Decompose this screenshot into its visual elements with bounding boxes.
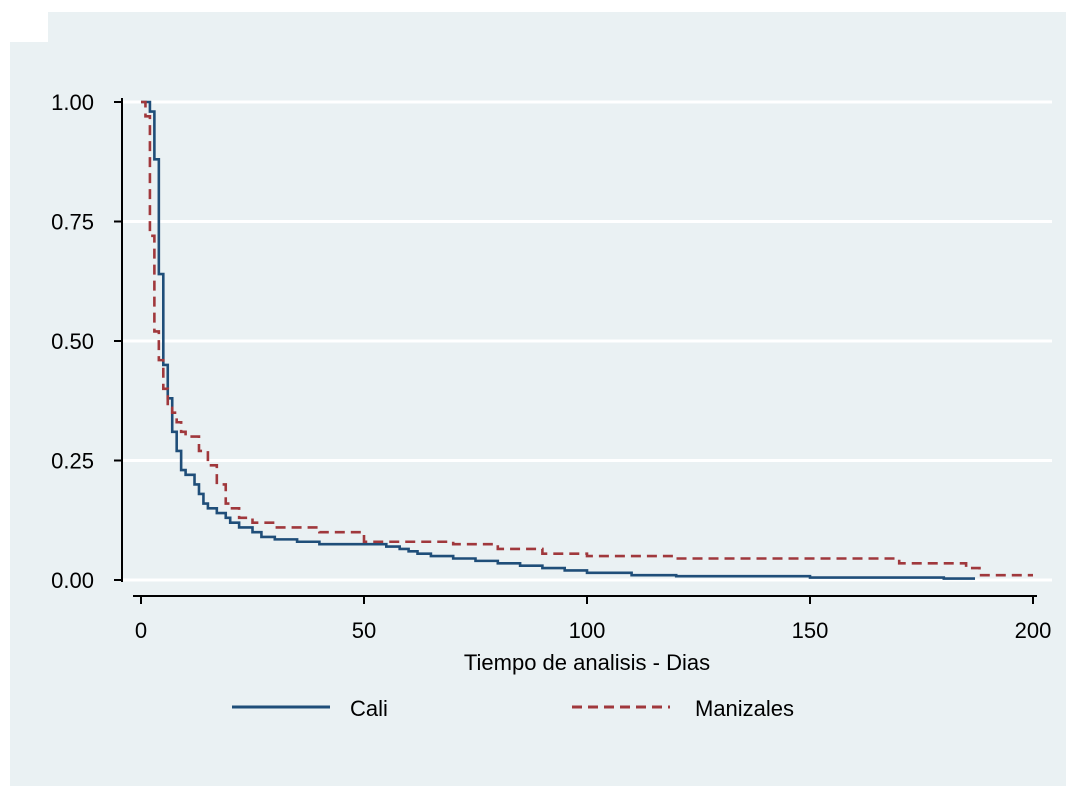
x-tick-label: 200 [1015, 618, 1052, 643]
y-tick-label: 0.50 [51, 329, 94, 354]
grid-lines [122, 100, 1052, 582]
x-axis-title: Tiempo de analisis - Dias [464, 650, 710, 675]
y-tick-label: 0.25 [51, 449, 94, 474]
series-lines [141, 100, 1033, 580]
x-tick-label: 50 [352, 618, 376, 643]
series-line-manizales [141, 100, 1033, 577]
x-tick-label: 150 [792, 618, 829, 643]
y-tick-label: 0.75 [51, 210, 94, 235]
chart-corner-cutout [0, 0, 48, 42]
y-tick-label: 1.00 [51, 90, 94, 115]
legend-label-manizales: Manizales [695, 696, 794, 721]
series-line-cali [141, 100, 976, 580]
plot-area [122, 82, 1052, 596]
y-tick-label: 0.00 [51, 568, 94, 593]
x-tick-label: 100 [569, 618, 606, 643]
axes: 0.00 0.25 0.50 0.75 1.00 0 50 100 150 200 [51, 90, 1051, 643]
x-tick-label: 0 [135, 618, 147, 643]
legend: Cali Manizales [232, 696, 794, 721]
legend-label-cali: Cali [350, 696, 388, 721]
